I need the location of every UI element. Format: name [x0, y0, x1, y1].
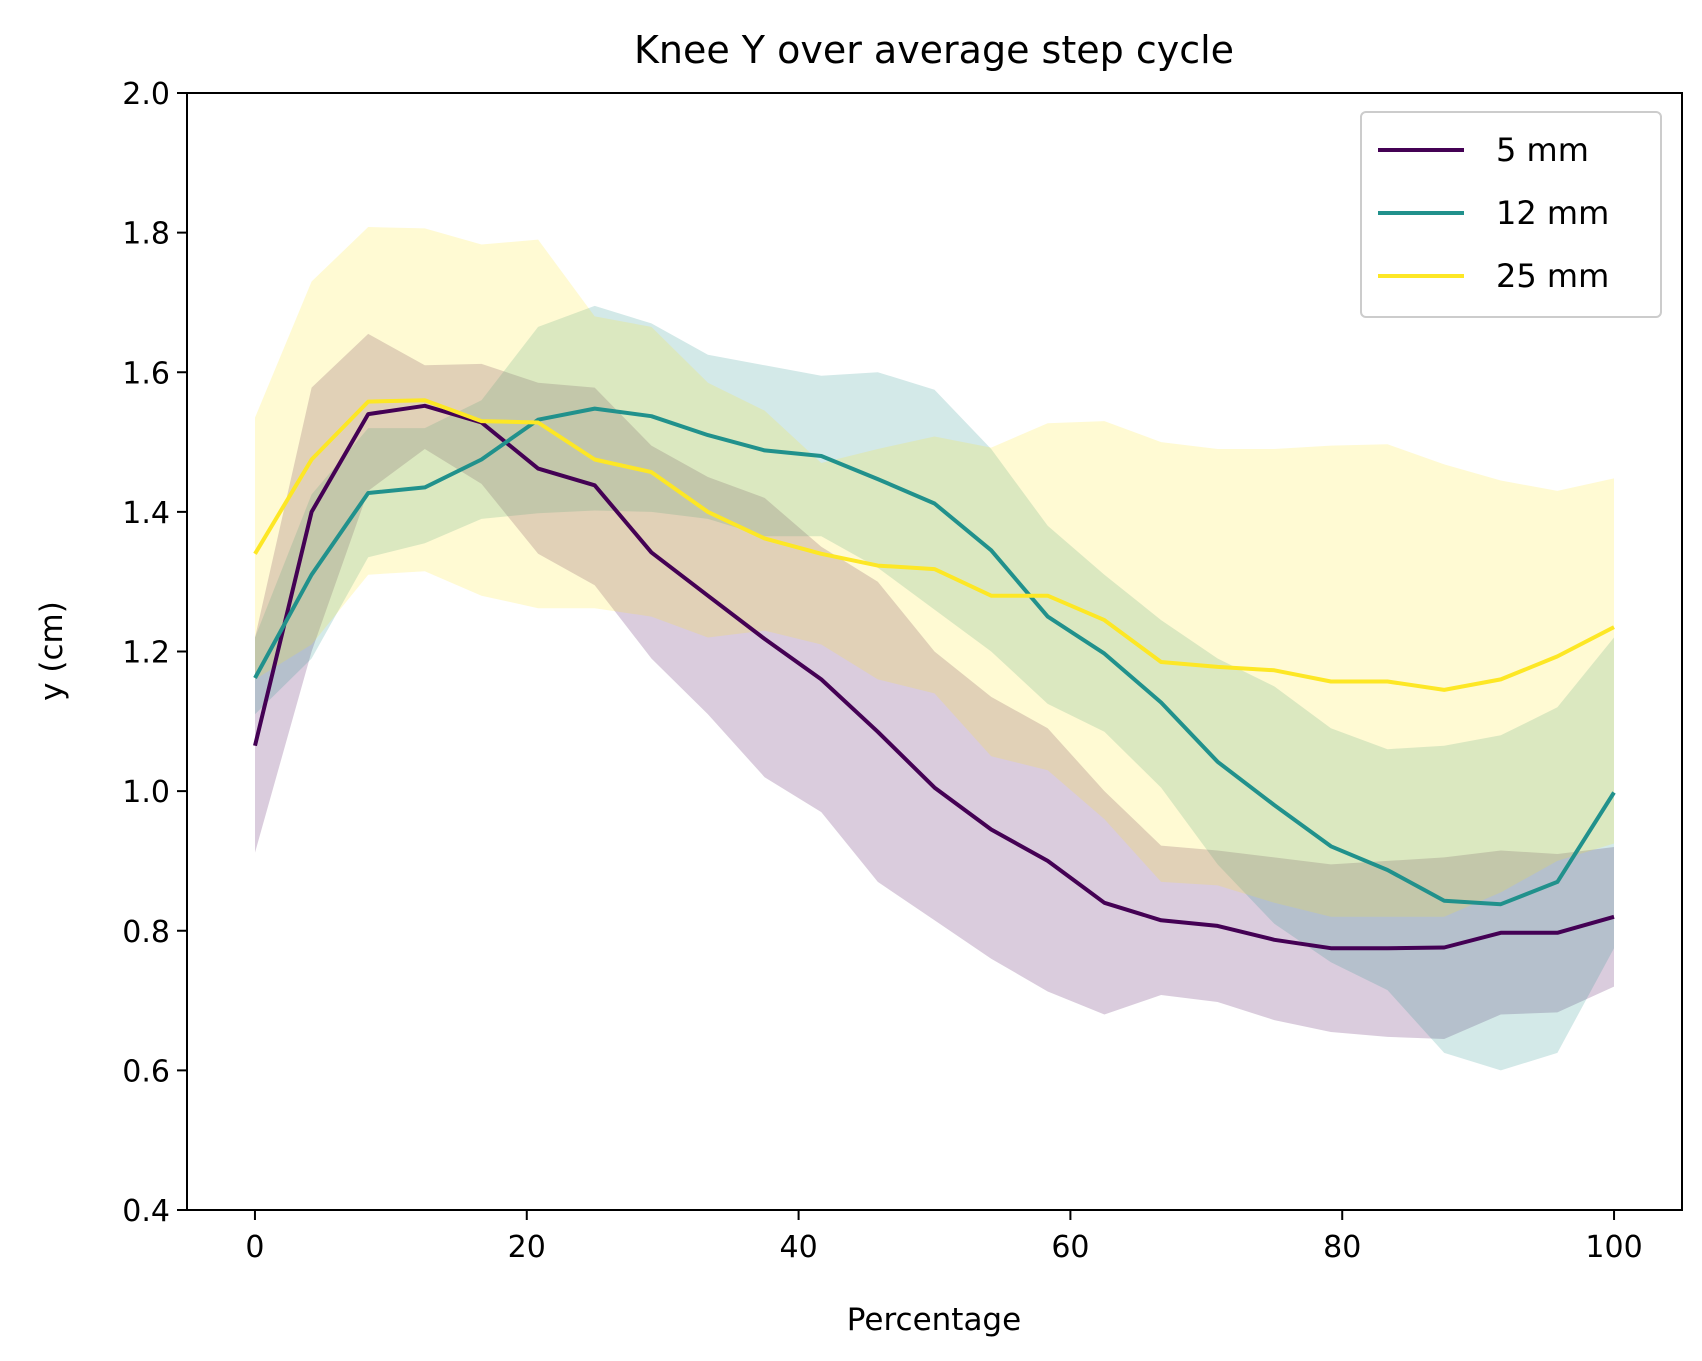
y-axis-label: y (cm) [34, 601, 70, 701]
x-tick-label: 40 [779, 1230, 817, 1265]
x-tick-label: 100 [1585, 1230, 1642, 1265]
y-tick-label: 0.4 [122, 1194, 170, 1229]
legend-box [1360, 111, 1662, 318]
legend-label-12-mm: 12 mm [1496, 194, 1609, 232]
y-tick-label: 1.4 [122, 496, 170, 531]
x-tick-label: 0 [245, 1230, 264, 1265]
x-axis-label: Percentage [847, 1302, 1021, 1338]
x-axis-ticks: 0 20 40 60 80 100 [245, 1210, 1643, 1265]
confidence-bands [255, 227, 1614, 1071]
x-tick-label: 60 [1051, 1230, 1089, 1265]
line-25-mm [253, 398, 1615, 692]
y-tick-label: 0.8 [122, 915, 170, 950]
y-tick-label: 1.6 [122, 356, 170, 391]
y-tick-label: 1.2 [122, 636, 170, 671]
legend: 5 mm 12 mm 25 mm [1360, 111, 1662, 318]
band-25-mm [255, 227, 1614, 917]
y-tick-label: 1.8 [122, 217, 170, 252]
series-lines [253, 398, 1616, 951]
legend-label-25-mm: 25 mm [1496, 257, 1609, 295]
x-tick-label: 20 [508, 1230, 546, 1265]
x-tick-label: 80 [1323, 1230, 1361, 1265]
legend-label-5-mm: 5 mm [1496, 131, 1589, 169]
y-tick-label: 1.0 [122, 775, 170, 810]
y-tick-label: 2.0 [122, 77, 170, 112]
line-12-mm [253, 406, 1616, 907]
band-5-mm [255, 333, 1614, 1039]
y-axis-ticks: 0.4 0.6 0.8 1.0 1.2 1.4 1.6 1.8 2.0 [122, 77, 187, 1229]
chart-title: Knee Y over average step cycle [634, 28, 1234, 72]
y-tick-label: 0.6 [122, 1054, 170, 1089]
band-12-mm [255, 305, 1614, 1071]
